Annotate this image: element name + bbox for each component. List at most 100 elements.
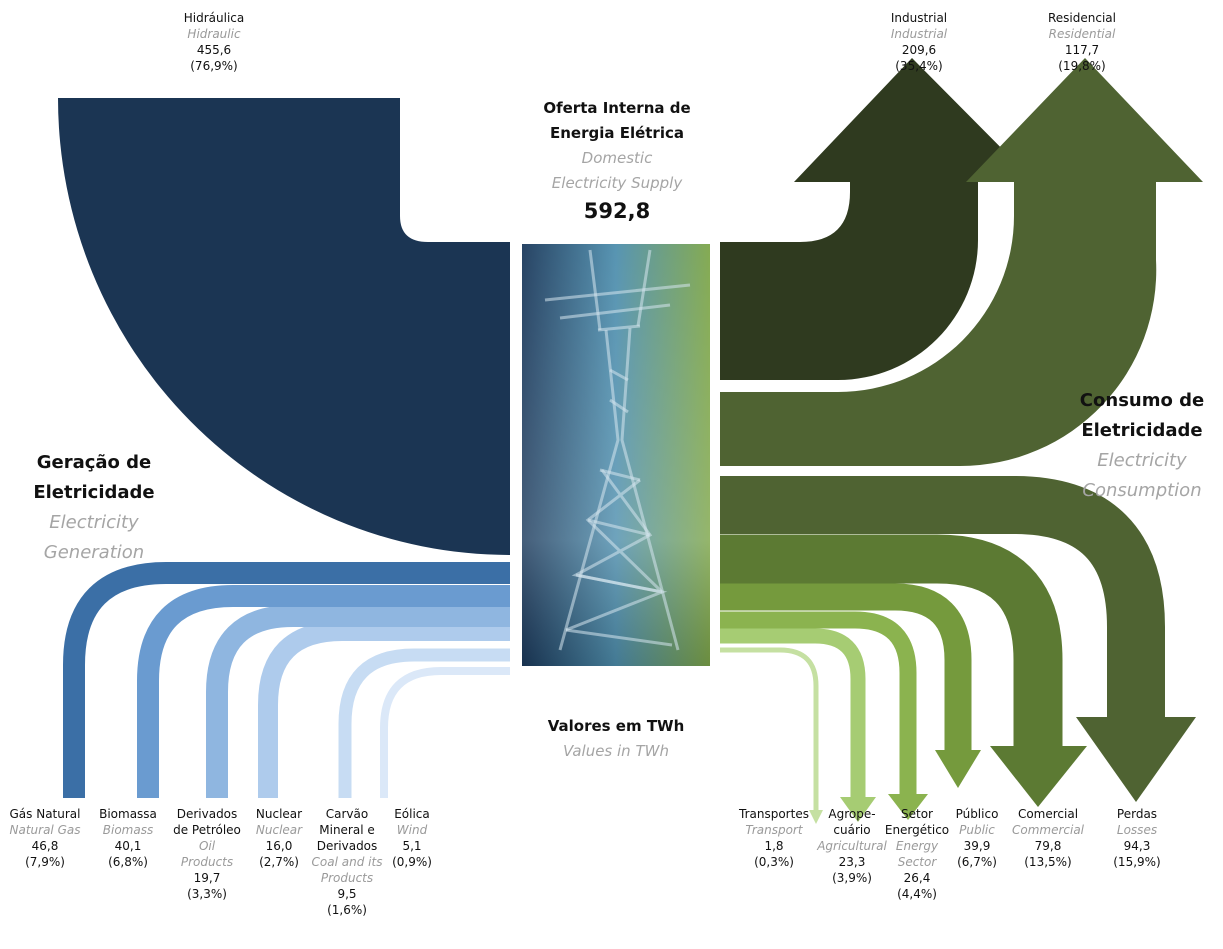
center-total: 592,8 bbox=[583, 199, 651, 223]
use-label-commercial: Comercial Commercial 79,8 (13,5%) bbox=[1004, 806, 1092, 870]
hydro-flow bbox=[58, 98, 510, 555]
source-value: 455,6 bbox=[196, 43, 232, 57]
generation-title-pt-1: Geração de bbox=[36, 452, 152, 473]
source-name-pt: Gás Natural bbox=[9, 807, 81, 821]
use-name-pt: Residencial bbox=[1048, 11, 1116, 25]
agricultural-flow bbox=[720, 628, 866, 798]
use-value: 209,6 bbox=[901, 43, 937, 57]
public-arrowhead bbox=[935, 750, 981, 788]
consumption-title-pt-1: Consumo de bbox=[1079, 390, 1205, 411]
use-percent: (6,7%) bbox=[957, 855, 997, 869]
use-label-industrial: Industrial Industrial 209,6 (35,4%) bbox=[876, 10, 962, 74]
source-label-oil: Derivados de Petróleo Oil Products 19,7 … bbox=[162, 806, 252, 902]
source-name-pt: Biomassa bbox=[99, 807, 157, 821]
use-label-public: Público Public 39,9 (6,7%) bbox=[946, 806, 1008, 870]
consumption-title: Consumo de Eletricidade Electricity Cons… bbox=[1062, 386, 1222, 506]
source-name-en-2: Products bbox=[180, 855, 234, 869]
units-label: Valores em TWh Values in TWh bbox=[506, 714, 726, 764]
use-percent: (4,4%) bbox=[897, 887, 937, 901]
generation-title: Geração de Eletricidade Electricity Gene… bbox=[14, 448, 174, 568]
wind-flow bbox=[380, 667, 510, 798]
transmission-tower-icon bbox=[544, 249, 691, 651]
energy-sector-flow bbox=[720, 611, 917, 795]
source-value: 9,5 bbox=[337, 887, 357, 901]
source-name-pt-3: Derivados bbox=[316, 839, 378, 853]
use-name-pt: Público bbox=[955, 807, 999, 821]
consumption-title-en-1: Electricity bbox=[1097, 450, 1187, 471]
center-title: Oferta Interna de Energia Elétrica Domes… bbox=[512, 96, 722, 226]
use-value: 26,4 bbox=[903, 871, 931, 885]
source-name-en-1: Coal and its bbox=[311, 855, 383, 869]
source-name-pt-2: de Petróleo bbox=[173, 823, 241, 837]
units-label-pt: Valores em TWh bbox=[547, 717, 685, 735]
commercial-flow bbox=[720, 534, 1063, 748]
source-name-en: Hidraulic bbox=[187, 27, 241, 41]
supply-column-shade bbox=[522, 244, 710, 666]
use-name-pt-2: cuário bbox=[833, 823, 871, 837]
source-value: 40,1 bbox=[114, 839, 142, 853]
source-label-coal: Carvão Mineral e Derivados Coal and its … bbox=[302, 806, 392, 918]
center-title-pt-2: Energia Elétrica bbox=[549, 124, 684, 142]
use-value: 1,8 bbox=[764, 839, 784, 853]
transport-flow bbox=[720, 647, 819, 812]
use-percent: (0,3%) bbox=[754, 855, 794, 869]
source-percent: (6,8%) bbox=[108, 855, 148, 869]
source-percent: (2,7%) bbox=[259, 855, 299, 869]
biomass-flow bbox=[137, 585, 510, 798]
use-name-pt-2: Energético bbox=[884, 823, 950, 837]
source-value: 5,1 bbox=[402, 839, 422, 853]
source-name-pt: Nuclear bbox=[255, 807, 303, 821]
source-value: 46,8 bbox=[31, 839, 59, 853]
source-name-en: Nuclear bbox=[255, 823, 303, 837]
source-label-wind: Eólica Wind 5,1 (0,9%) bbox=[382, 806, 442, 870]
use-percent: (19,8%) bbox=[1058, 59, 1106, 73]
center-title-en-2: Electricity Supply bbox=[551, 174, 683, 192]
use-percent: (15,9%) bbox=[1113, 855, 1161, 869]
losses-arrowhead bbox=[1076, 717, 1196, 802]
use-name-en-1: Energy bbox=[895, 839, 939, 853]
use-name-en-2: Sector bbox=[897, 855, 937, 869]
use-name-en: Commercial bbox=[1011, 823, 1085, 837]
nuclear-flow bbox=[258, 621, 510, 798]
source-percent: (7,9%) bbox=[25, 855, 65, 869]
use-name-pt: Perdas bbox=[1116, 807, 1158, 821]
use-name-en: Transport bbox=[745, 823, 803, 837]
use-value: 117,7 bbox=[1064, 43, 1100, 57]
consumption-title-en-2: Consumption bbox=[1082, 480, 1202, 501]
use-value: 23,3 bbox=[838, 855, 866, 869]
source-name-pt-1: Derivados bbox=[176, 807, 238, 821]
use-label-transport: Transportes Transport 1,8 (0,3%) bbox=[728, 806, 820, 870]
source-name-pt: Eólica bbox=[394, 807, 430, 821]
generation-title-en-1: Electricity bbox=[49, 512, 139, 533]
generation-title-pt-2: Eletricidade bbox=[33, 482, 155, 503]
source-label-hydro: Hidráulica Hidraulic 455,6 (76,9%) bbox=[166, 10, 262, 74]
use-percent: (35,4%) bbox=[895, 59, 943, 73]
oil-flow bbox=[206, 605, 510, 798]
source-percent: (0,9%) bbox=[392, 855, 432, 869]
center-title-pt-1: Oferta Interna de bbox=[543, 99, 691, 117]
natural-gas-flow bbox=[63, 562, 510, 798]
use-percent: (13,5%) bbox=[1024, 855, 1072, 869]
use-name-en: Losses bbox=[1116, 823, 1158, 837]
units-label-en: Values in TWh bbox=[563, 742, 669, 760]
source-label-nuclear: Nuclear Nuclear 16,0 (2,7%) bbox=[246, 806, 312, 870]
use-name-en: Residential bbox=[1048, 27, 1116, 41]
source-percent: (1,6%) bbox=[327, 903, 367, 917]
source-name-en: Wind bbox=[396, 823, 428, 837]
use-label-agricultural: Agrope- cuário Agricultural 23,3 (3,9%) bbox=[810, 806, 894, 886]
source-label-biomass: Biomassa Biomass 40,1 (6,8%) bbox=[90, 806, 166, 870]
source-percent: (76,9%) bbox=[190, 59, 238, 73]
agricultural-arrowhead bbox=[840, 797, 876, 822]
use-value: 39,9 bbox=[963, 839, 991, 853]
center-title-en-1: Domestic bbox=[581, 149, 653, 167]
use-label-energy-sector: Setor Energético Energy Sector 26,4 (4,4… bbox=[878, 806, 956, 902]
use-value: 79,8 bbox=[1034, 839, 1062, 853]
industrial-flow bbox=[720, 58, 1035, 380]
source-name-en: Natural Gas bbox=[9, 823, 81, 837]
use-label-losses: Perdas Losses 94,3 (15,9%) bbox=[1094, 806, 1180, 870]
use-name-pt: Comercial bbox=[1017, 807, 1079, 821]
consumption-title-pt-2: Eletricidade bbox=[1081, 420, 1203, 441]
source-name-en-1: Oil bbox=[198, 839, 216, 853]
use-name-pt-1: Setor bbox=[901, 807, 933, 821]
